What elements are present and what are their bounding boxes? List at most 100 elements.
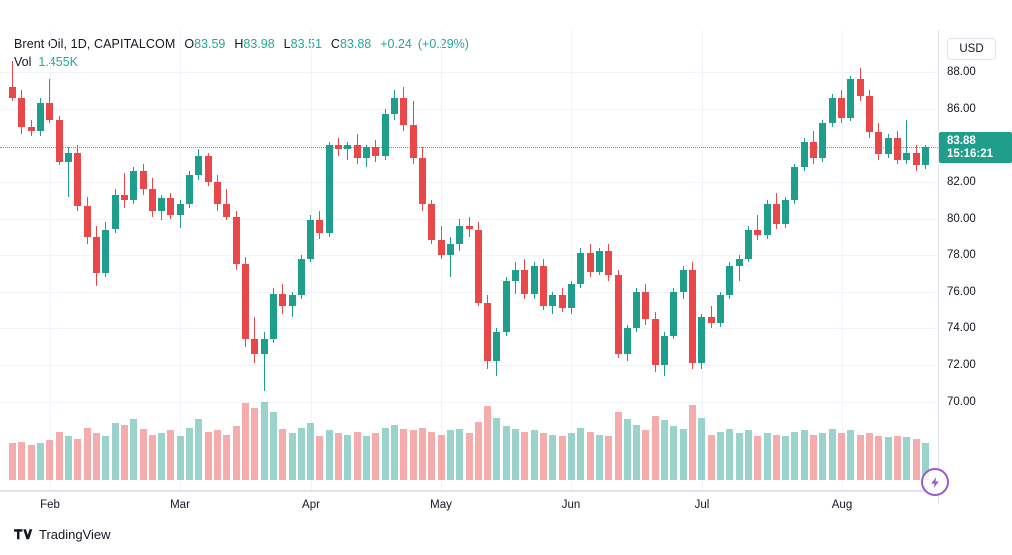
candle-body <box>83 205 91 237</box>
candle-body <box>307 220 315 259</box>
candle-body <box>642 291 650 320</box>
candlestick <box>661 30 669 491</box>
ohlc-values: O83.59 H83.98 L83.51 C83.88 +0.24 (+0.29… <box>184 36 469 52</box>
candlestick <box>372 30 380 491</box>
candle-body <box>549 295 557 307</box>
candlestick <box>409 30 417 491</box>
time-axis-label: Jun <box>561 499 581 511</box>
candle-body <box>726 266 734 296</box>
symbol-title[interactable]: Brent Oil, 1D, CAPITALCOM <box>14 37 176 51</box>
tradingview-brand[interactable]: TradingView <box>14 527 111 542</box>
candle-body <box>502 280 510 333</box>
candlestick <box>558 30 566 491</box>
candlestick <box>595 30 603 491</box>
candlestick <box>670 30 678 491</box>
candlestick <box>567 30 575 491</box>
volume-bar <box>111 423 119 480</box>
volume-bar <box>484 406 492 480</box>
volume-bar <box>456 428 464 480</box>
volume-bar <box>875 436 883 480</box>
candle-body <box>232 216 240 265</box>
volume-bar <box>707 434 715 480</box>
candlestick <box>484 30 492 491</box>
time-axis[interactable]: Feb Mar Apr May Jun Jul Aug <box>0 491 938 520</box>
candlestick <box>46 30 54 491</box>
candle-body <box>707 317 715 323</box>
candlestick <box>297 30 305 491</box>
price-gridline <box>0 71 938 73</box>
candlestick <box>903 30 911 491</box>
volume-bar <box>847 430 855 480</box>
tradingview-logo-icon <box>14 529 33 540</box>
volume-bar <box>279 428 287 480</box>
volume-bar <box>493 417 501 480</box>
candle-body <box>605 251 613 276</box>
volume-bar <box>512 428 520 480</box>
candle-body <box>661 335 669 366</box>
candlestick <box>474 30 482 491</box>
price-axis[interactable] <box>938 30 1012 504</box>
chart-plot-area[interactable] <box>0 30 938 491</box>
candle-wick <box>123 172 125 208</box>
candlestick <box>689 30 696 491</box>
candle-body <box>595 251 603 272</box>
change-value: +0.24 <box>380 37 412 51</box>
candlestick <box>735 30 743 491</box>
candlestick <box>744 30 752 491</box>
volume-bar <box>530 430 538 480</box>
candlestick <box>381 30 389 491</box>
current-price-badge: 83.88 15:16:21 <box>939 132 1012 164</box>
candle-wick <box>757 214 759 241</box>
candle-body <box>540 266 547 307</box>
candle-body <box>353 145 361 159</box>
volume-bar <box>754 436 762 480</box>
volume-bar <box>540 433 547 480</box>
candle-body <box>893 137 901 160</box>
candle-body <box>446 244 454 256</box>
volume-bar <box>791 431 799 480</box>
candlestick <box>279 30 287 491</box>
candle-wick <box>738 255 740 281</box>
candlestick <box>18 30 26 491</box>
candlestick <box>400 30 408 491</box>
candle-wick <box>12 60 14 102</box>
candlestick <box>139 30 147 491</box>
candle-body <box>772 203 780 224</box>
currency-badge[interactable]: USD <box>947 38 996 60</box>
price-gridline <box>0 365 938 367</box>
candle-body <box>335 145 343 149</box>
candlestick <box>782 30 790 491</box>
time-gridline <box>441 30 442 491</box>
volume-bar <box>158 433 166 480</box>
candle-body <box>856 79 864 96</box>
candle-body <box>530 266 538 294</box>
volume-bar <box>307 423 315 480</box>
volume-bar <box>595 434 603 480</box>
volume-bar <box>810 434 818 480</box>
candlestick <box>502 30 510 491</box>
price-axis-label: 70.00 <box>947 395 976 408</box>
time-gridline <box>702 30 703 491</box>
candle-body <box>670 291 678 336</box>
volume-bar <box>921 443 929 480</box>
time-axis-label: Mar <box>170 499 190 511</box>
volume-bar <box>549 434 557 480</box>
volume-bar <box>176 436 184 480</box>
candlestick <box>186 30 194 491</box>
realtime-data-icon[interactable] <box>921 468 949 496</box>
candle-body <box>614 275 622 355</box>
candle-body <box>903 152 911 160</box>
plot-bottom-border <box>0 490 938 491</box>
candle-body <box>46 103 54 120</box>
candlestick <box>111 30 119 491</box>
volume-bar <box>670 426 678 480</box>
volume-bar <box>363 436 371 480</box>
volume-bar <box>651 416 659 480</box>
volume-bar <box>120 424 128 480</box>
volume-bar <box>446 430 454 480</box>
candlestick <box>437 30 445 491</box>
candlestick <box>856 30 864 491</box>
candlestick <box>540 30 547 491</box>
candle-body <box>744 229 752 259</box>
candle-body <box>92 236 100 274</box>
